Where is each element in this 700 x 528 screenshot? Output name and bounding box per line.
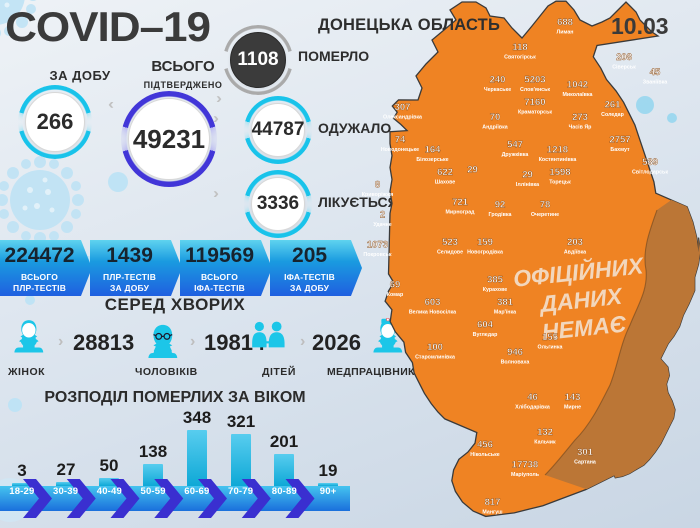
svg-text:8: 8 bbox=[375, 180, 380, 191]
svg-text:Покровськ: Покровськ bbox=[363, 252, 391, 258]
svg-text:Криворіжжя: Криворіжжя bbox=[362, 192, 393, 198]
svg-text:Мирноград: Мирноград bbox=[445, 210, 475, 216]
svg-text:69: 69 bbox=[390, 280, 401, 291]
svg-text:Олександрівка: Олександрівка bbox=[383, 115, 422, 121]
svg-text:Кальчик: Кальчик bbox=[534, 440, 556, 446]
svg-text:817: 817 bbox=[485, 497, 501, 508]
svg-text:Маріуполь: Маріуполь bbox=[511, 472, 540, 478]
svg-text:1598: 1598 bbox=[549, 167, 570, 178]
svg-text:547: 547 bbox=[507, 140, 523, 151]
svg-text:603: 603 bbox=[425, 297, 441, 308]
svg-text:Вугледар: Вугледар bbox=[473, 332, 498, 338]
svg-text:164: 164 bbox=[425, 145, 442, 156]
svg-text:622: 622 bbox=[437, 167, 453, 178]
svg-text:604: 604 bbox=[477, 320, 494, 331]
svg-text:Удачне: Удачне bbox=[373, 222, 391, 228]
svg-text:523: 523 bbox=[442, 237, 458, 248]
svg-text:Іллінівка: Іллінівка bbox=[516, 182, 539, 188]
svg-text:45: 45 bbox=[650, 67, 661, 78]
svg-text:159: 159 bbox=[477, 237, 493, 248]
svg-text:7160: 7160 bbox=[524, 97, 545, 108]
svg-text:Ольгинка: Ольгинка bbox=[538, 345, 563, 351]
svg-text:Слов'янськ: Слов'янськ bbox=[520, 87, 550, 93]
svg-text:273: 273 bbox=[572, 112, 588, 123]
svg-text:1042: 1042 bbox=[567, 80, 588, 91]
svg-text:Курахове: Курахове bbox=[483, 287, 508, 293]
svg-text:1218: 1218 bbox=[547, 145, 568, 156]
svg-text:2: 2 bbox=[380, 210, 385, 221]
svg-text:70: 70 bbox=[490, 112, 501, 123]
svg-text:Новогродівка: Новогродівка bbox=[467, 250, 503, 256]
svg-text:Нікольське: Нікольське bbox=[470, 452, 499, 458]
svg-text:74: 74 bbox=[395, 135, 406, 146]
svg-text:208: 208 bbox=[616, 52, 632, 63]
svg-text:381: 381 bbox=[497, 297, 514, 308]
svg-text:Лиман: Лиман bbox=[557, 30, 574, 36]
svg-text:78: 78 bbox=[540, 200, 551, 211]
svg-text:Торецьк: Торецьк bbox=[549, 180, 571, 186]
svg-text:Волноваха: Волноваха bbox=[501, 360, 530, 366]
svg-text:Андріївка: Андріївка bbox=[482, 125, 507, 131]
svg-text:456: 456 bbox=[477, 440, 493, 451]
svg-text:Бахмут: Бахмут bbox=[610, 147, 630, 153]
svg-text:29: 29 bbox=[522, 170, 533, 181]
svg-text:Комар: Комар bbox=[387, 292, 404, 298]
svg-text:307: 307 bbox=[395, 102, 411, 113]
svg-text:132: 132 bbox=[537, 427, 553, 438]
svg-text:Костянтинівка: Костянтинівка bbox=[539, 157, 577, 163]
svg-text:261: 261 bbox=[605, 100, 622, 111]
svg-text:Очеретине: Очеретине bbox=[531, 212, 559, 218]
svg-text:5203: 5203 bbox=[524, 75, 545, 86]
svg-text:688: 688 bbox=[557, 17, 573, 28]
svg-text:385: 385 bbox=[487, 275, 504, 286]
svg-text:Часів Яр: Часів Яр bbox=[569, 125, 593, 131]
svg-text:946: 946 bbox=[507, 347, 523, 358]
svg-text:29: 29 bbox=[467, 165, 478, 176]
svg-text:Шахове: Шахове bbox=[435, 180, 456, 186]
svg-text:Хлібодарівка: Хлібодарівка bbox=[515, 404, 550, 411]
svg-text:1073: 1073 bbox=[367, 240, 388, 251]
svg-text:Дружківка: Дружківка bbox=[502, 152, 529, 158]
svg-text:301: 301 bbox=[577, 447, 594, 458]
svg-text:Новодонецьке: Новодонецьке bbox=[381, 147, 419, 153]
svg-text:Селидове: Селидове bbox=[437, 250, 463, 256]
svg-text:721: 721 bbox=[452, 197, 469, 208]
svg-text:Миколаївка: Миколаївка bbox=[562, 92, 592, 98]
svg-text:Старомлинівка: Старомлинівка bbox=[415, 355, 455, 361]
svg-text:Сіверськ: Сіверськ bbox=[612, 65, 636, 71]
svg-text:203: 203 bbox=[567, 237, 583, 248]
svg-text:Мирне: Мирне bbox=[564, 405, 581, 411]
svg-text:Світлодарськ: Світлодарськ bbox=[632, 170, 668, 176]
svg-text:Черкаське: Черкаське bbox=[484, 87, 511, 93]
svg-text:46: 46 bbox=[527, 392, 538, 403]
svg-text:Гродівка: Гродівка bbox=[489, 212, 512, 218]
svg-text:Велика Новосілка: Велика Новосілка bbox=[409, 310, 456, 316]
svg-text:Мангуш: Мангуш bbox=[482, 510, 503, 516]
svg-text:Краматорськ: Краматорськ bbox=[518, 110, 552, 116]
svg-text:92: 92 bbox=[495, 200, 506, 211]
svg-text:2757: 2757 bbox=[609, 135, 630, 146]
svg-text:100: 100 bbox=[427, 342, 443, 353]
svg-text:Званіївка: Званіївка bbox=[643, 80, 668, 86]
svg-text:143: 143 bbox=[565, 392, 581, 403]
svg-text:17738: 17738 bbox=[512, 460, 538, 471]
svg-text:539: 539 bbox=[642, 157, 658, 168]
svg-text:Соледар: Соледар bbox=[601, 112, 624, 118]
svg-text:Білозерське: Білозерське bbox=[416, 157, 448, 163]
svg-text:240: 240 bbox=[490, 75, 506, 86]
svg-text:Мар'їнка: Мар'їнка bbox=[494, 310, 516, 316]
svg-text:Авдіївка: Авдіївка bbox=[564, 250, 586, 256]
svg-text:155: 155 bbox=[542, 332, 559, 343]
svg-text:Святогірськ: Святогірськ bbox=[504, 55, 536, 61]
svg-text:Сартана: Сартана bbox=[574, 460, 596, 466]
svg-text:118: 118 bbox=[512, 42, 527, 53]
